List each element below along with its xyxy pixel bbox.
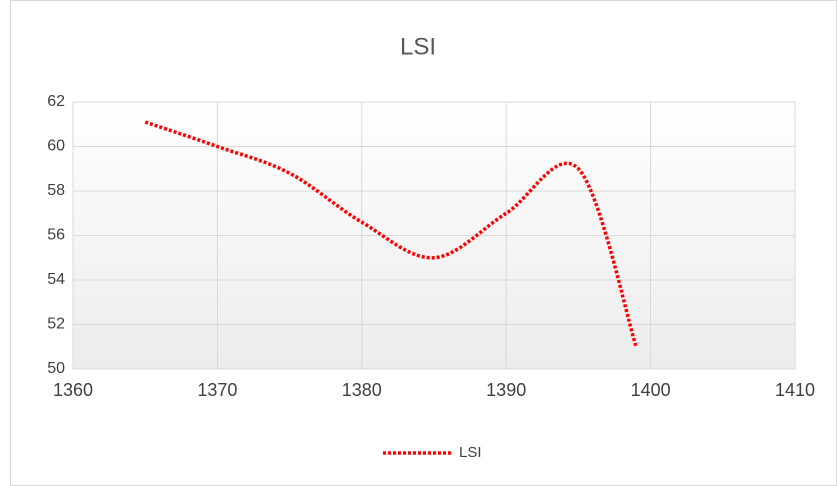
chart-title: LSI	[400, 33, 436, 60]
y-tick-label: 56	[47, 227, 65, 244]
y-tick-label: 52	[47, 316, 65, 333]
y-tick-label: 60	[47, 138, 65, 155]
y-tick-label: 58	[47, 182, 65, 199]
x-tick-label: 1380	[342, 380, 382, 400]
y-tick-label: 54	[47, 271, 65, 288]
x-tick-label: 1370	[197, 380, 237, 400]
x-tick-label: 1360	[53, 380, 93, 400]
y-tick-label: 62	[47, 93, 65, 110]
legend-label: LSI	[459, 444, 482, 461]
x-tick-label: 1410	[775, 380, 815, 400]
data-line	[144, 120, 638, 348]
x-tick-label: 1400	[631, 380, 671, 400]
x-tick-label: 1390	[486, 380, 526, 400]
y-tick-label: 50	[47, 360, 65, 377]
